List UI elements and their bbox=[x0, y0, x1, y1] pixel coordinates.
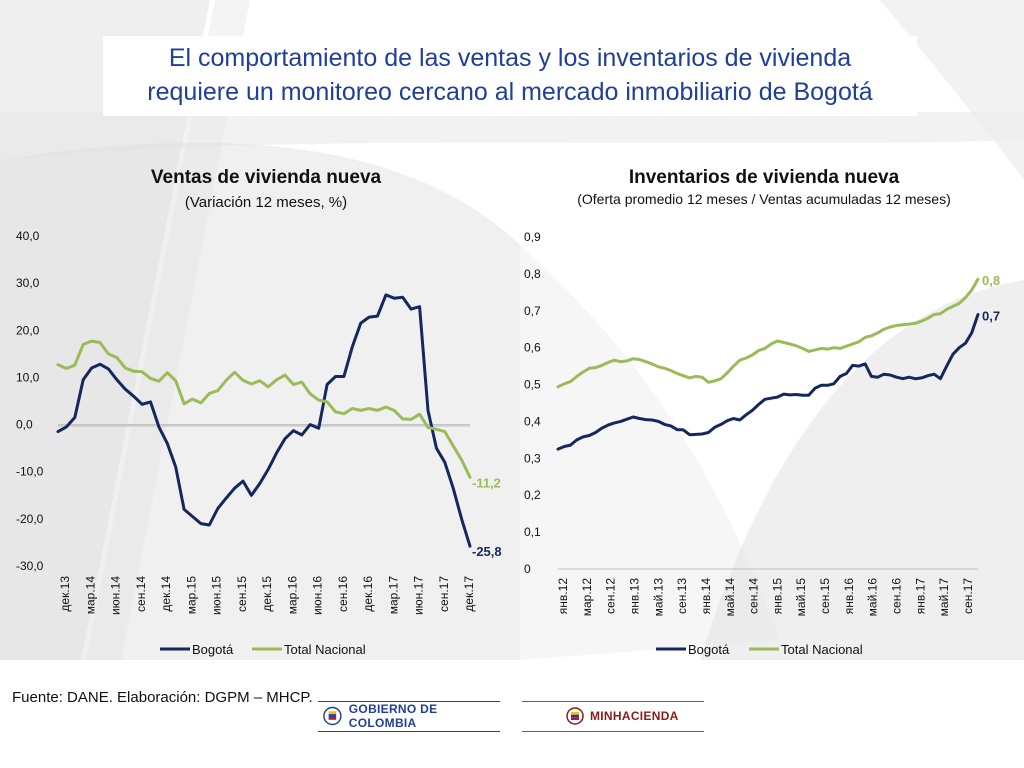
colombia-shield-icon bbox=[323, 706, 342, 726]
legend-label: Total Nacional bbox=[284, 642, 366, 657]
y-tick-label: 0,3 bbox=[524, 451, 541, 465]
series-end-label: 0,8 bbox=[982, 273, 1000, 288]
minhacienda-logo: MINHACIENDA bbox=[522, 702, 704, 730]
y-tick-label: 0,1 bbox=[524, 525, 541, 539]
x-tick-label: янв.15 bbox=[770, 578, 784, 615]
x-tick-label: июн.16 bbox=[311, 576, 325, 615]
y-tick-label: 20,0 bbox=[16, 323, 40, 337]
series-line-total-nacional bbox=[556, 277, 980, 389]
minhacienda-shield-icon bbox=[566, 707, 584, 725]
series-end-label: 0,7 bbox=[982, 308, 1000, 323]
legend-label: Total Nacional bbox=[781, 642, 863, 657]
y-tick-label: 0,2 bbox=[524, 488, 541, 502]
legend-label: Bogotá bbox=[688, 642, 730, 657]
y-tick-label: 0,6 bbox=[524, 341, 541, 355]
logo-left-rule-top bbox=[318, 701, 500, 702]
slide-title-line-2: requiere un monitoreo cercano al mercado… bbox=[147, 78, 873, 106]
slide-title: El comportamiento de las ventas y los in… bbox=[103, 36, 917, 116]
x-tick-label: мар.12 bbox=[580, 578, 594, 617]
slide-title-line-1: El comportamiento de las ventas y los in… bbox=[168, 44, 852, 72]
y-tick-label: 0,0 bbox=[16, 418, 33, 432]
series-line-bogota bbox=[556, 313, 980, 451]
x-tick-label: июн.17 bbox=[412, 576, 426, 615]
legend-label: Bogotá bbox=[192, 642, 234, 657]
y-tick-label: -30,0 bbox=[16, 559, 44, 573]
x-tick-label: дек.16 bbox=[361, 576, 375, 612]
chart-left-subtitle: (Variación 12 meses, %) bbox=[185, 194, 347, 211]
y-tick-label: 10,0 bbox=[16, 370, 40, 384]
x-tick-label: сен.15 bbox=[235, 576, 249, 612]
x-tick-label: июн.15 bbox=[210, 576, 224, 615]
x-tick-label: сен.16 bbox=[890, 578, 904, 614]
ventas-chart: 40,0 30,0 20,0 10,0 0,0 -10,0 -20,0 -30,0 дек.13… bbox=[16, 229, 502, 657]
x-tick-label: дек.15 bbox=[260, 576, 274, 612]
y-tick-label: 0 bbox=[524, 562, 531, 576]
x-tick-label: сен.16 bbox=[336, 576, 350, 612]
x-tick-label: янв.13 bbox=[627, 578, 641, 615]
x-tick-label: сен.17 bbox=[437, 576, 451, 612]
y-tick-label: 0,9 bbox=[524, 230, 541, 244]
x-tick-label: мар.14 bbox=[83, 576, 97, 615]
x-tick-label: мар.15 bbox=[184, 576, 198, 615]
x-tick-label: сен.14 bbox=[747, 578, 761, 614]
y-tick-label: 0,7 bbox=[524, 304, 541, 318]
logo-left-rule-bottom bbox=[318, 731, 500, 732]
chart-right-title: Inventarios de vivienda nueva bbox=[629, 167, 900, 188]
x-tick-label: сен.14 bbox=[134, 576, 148, 612]
x-tick-label: сен.17 bbox=[961, 578, 975, 614]
y-tick-label: 30,0 bbox=[16, 276, 40, 290]
series-line-total-nacional bbox=[56, 339, 472, 479]
logo-right-rule-bottom bbox=[522, 731, 704, 732]
x-tick-label: дек.13 bbox=[58, 576, 72, 612]
y-tick-label: -10,0 bbox=[16, 465, 44, 479]
x-tick-label: сен.13 bbox=[675, 578, 689, 614]
series-end-label: -11,2 bbox=[472, 475, 501, 490]
y-tick-label: 40,0 bbox=[16, 229, 40, 243]
x-tick-label: янв.17 bbox=[913, 578, 927, 615]
logo-right-rule-top bbox=[522, 701, 704, 702]
x-tick-label: дек.14 bbox=[159, 576, 173, 612]
chart-left-title: Ventas de vivienda nueva bbox=[151, 167, 382, 188]
x-tick-label: май.15 bbox=[794, 578, 808, 617]
series-line-bogota bbox=[56, 293, 472, 548]
gobierno-logo-text: GOBIERNO DE COLOMBIA bbox=[348, 702, 438, 730]
gobierno-logo: GOBIERNO DE COLOMBIA bbox=[318, 702, 500, 730]
x-tick-label: янв.12 bbox=[556, 578, 570, 615]
x-tick-label: сен.12 bbox=[604, 578, 618, 614]
inventarios-chart: 0,9 0,8 0,7 0,6 0,5 0,4 0,3 0,2 0,1 0 янв.12 мар.12… bbox=[524, 230, 1000, 657]
x-tick-label: май.17 bbox=[937, 578, 951, 617]
y-tick-label: -20,0 bbox=[16, 512, 44, 526]
x-tick-label: июн.14 bbox=[109, 576, 123, 615]
x-tick-label: янв.14 bbox=[699, 578, 713, 615]
series-end-label: -25,8 bbox=[472, 544, 502, 559]
x-tick-label: сен.15 bbox=[818, 578, 832, 614]
y-tick-label: 0,8 bbox=[524, 267, 541, 281]
x-tick-label: мар.16 bbox=[285, 576, 299, 615]
x-tick-label: май.16 bbox=[866, 578, 880, 617]
x-tick-label: дек.17 bbox=[462, 576, 476, 612]
x-tick-label: май.14 bbox=[723, 578, 737, 617]
source-footnote: Fuente: DANE. Elaboración: DGPM – MHCP. bbox=[12, 689, 313, 706]
chart-right-subtitle: (Oferta promedio 12 meses / Ventas acumu… bbox=[577, 191, 951, 207]
x-tick-label: май.13 bbox=[651, 578, 665, 617]
y-tick-label: 0,4 bbox=[524, 414, 541, 428]
y-tick-label: 0,5 bbox=[524, 378, 541, 392]
x-tick-label: мар.17 bbox=[386, 576, 400, 615]
x-tick-label: янв.16 bbox=[842, 578, 856, 615]
minhacienda-logo-text: MINHACIENDA bbox=[590, 709, 679, 723]
